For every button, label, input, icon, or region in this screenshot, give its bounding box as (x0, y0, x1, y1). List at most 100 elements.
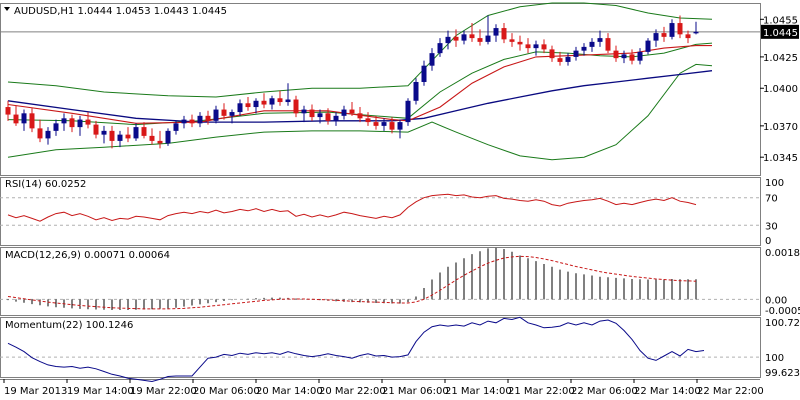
rsi-line (7, 193, 697, 222)
price-panel-frame (0, 3, 761, 176)
momentum-panel-title: Momentum(22) 100.1246 (5, 320, 133, 331)
candle-body (293, 99, 299, 114)
time-tick-label: 19 Mar 2013 (4, 386, 67, 397)
current-price-label: 1.0445 (763, 28, 798, 39)
time-tick-label: 20 Mar 06:00 (193, 386, 260, 397)
macd-tick-label: -0.00059 (765, 306, 800, 317)
rsi-tick-label: 0 (765, 236, 771, 247)
time-tick-label: 20 Mar 14:00 (256, 386, 323, 397)
candle-body (197, 115, 203, 124)
candle-body (533, 44, 539, 49)
time-tick-label: 21 Mar 14:00 (445, 386, 512, 397)
candle-body (637, 51, 643, 61)
candle-body (613, 50, 619, 59)
candle-body (405, 100, 411, 123)
grid-lines (0, 31, 760, 358)
rsi-tick-label: 30 (765, 221, 778, 232)
momentum-panel-frame (0, 317, 761, 378)
candle-body (573, 50, 579, 57)
candle-body (229, 112, 235, 116)
candle-body (397, 122, 403, 130)
macd-signal-line (7, 255, 697, 310)
candle-body (269, 98, 275, 105)
candle-body (429, 53, 435, 66)
candle-body (413, 81, 419, 101)
candle-body (13, 114, 19, 124)
candle-body (597, 38, 603, 42)
slow-ma-line (7, 70, 713, 123)
candle-body (501, 28, 507, 40)
collapse-triangle-icon[interactable] (4, 7, 10, 11)
rsi-tick-label: 70 (765, 194, 778, 205)
candle-body (149, 135, 155, 141)
candle-body (469, 34, 475, 39)
candle-body (45, 130, 51, 139)
candle-body (341, 109, 347, 116)
momentum-line (7, 316, 705, 383)
macd-panel-title: MACD(12,26,9) 0.00071 0.00064 (5, 250, 170, 261)
candle-body (69, 118, 75, 128)
time-tick-label: 22 Mar 06:00 (571, 386, 638, 397)
candle-body (517, 41, 523, 45)
rsi-tick-label: 100 (765, 178, 784, 189)
candle-body (373, 122, 379, 126)
candle-body (53, 123, 59, 131)
candle-body (141, 127, 147, 136)
time-tick-label: 19 Mar 14:00 (67, 386, 134, 397)
fast-ma-line (7, 45, 712, 124)
time-tick-label: 19 Mar 22:00 (130, 386, 197, 397)
candle-body (221, 109, 227, 116)
macd-panel-frame (0, 247, 761, 316)
candle-body (277, 98, 283, 103)
candle-body (29, 113, 35, 129)
candle-body (85, 119, 91, 125)
candle-body (157, 140, 163, 144)
time-tick-label: 22 Mar 22:00 (697, 386, 764, 397)
rsi-panel-title: RSI(14) 60.0252 (5, 179, 86, 190)
time-tick-label: 21 Mar 06:00 (382, 386, 449, 397)
candle-body (261, 100, 267, 105)
candle-body (165, 130, 171, 144)
price-tick-label: 1.0370 (763, 122, 798, 133)
candle-body (509, 39, 515, 42)
candle-body (589, 41, 595, 47)
candle-body (245, 103, 251, 108)
candle-body (189, 119, 195, 124)
candle-body (653, 33, 659, 41)
panel-titles: AUDUSD,H1 1.0444 1.0453 1.0443 1.0445 RS… (4, 6, 227, 331)
candle-body (5, 107, 11, 115)
candle-body (101, 130, 107, 135)
momentum-tick-label: 99.623 (765, 368, 800, 379)
candle-body (205, 115, 211, 121)
candle-body (381, 122, 387, 126)
candle-body (309, 109, 315, 118)
candle-body (349, 109, 355, 114)
candle-body (645, 40, 651, 52)
time-tick-label: 22 Mar 14:00 (634, 386, 701, 397)
chart-series (5, 2, 713, 383)
candle-body (173, 123, 179, 131)
candle-body (661, 33, 667, 37)
candle-body (693, 31, 699, 34)
price-tick-label: 1.0425 (763, 53, 798, 64)
candle-body (213, 109, 219, 121)
candle-body (581, 46, 587, 51)
candle-body (285, 99, 291, 103)
candle-body (109, 130, 115, 141)
candle-body (301, 109, 307, 114)
candle-body (37, 128, 43, 139)
candle-body (253, 100, 259, 108)
candle-body (325, 113, 331, 121)
candle-body (133, 127, 139, 139)
candle-body (93, 124, 99, 135)
candle-body (629, 54, 635, 61)
candle-body (333, 115, 339, 121)
candle-body (477, 38, 483, 42)
candle-body (237, 103, 243, 113)
candle-body (685, 34, 691, 39)
candle-body (421, 65, 427, 82)
momentum-tick-label: 100 (765, 353, 784, 364)
price-tick-label: 1.0455 (763, 15, 798, 26)
candle-body (669, 23, 675, 37)
